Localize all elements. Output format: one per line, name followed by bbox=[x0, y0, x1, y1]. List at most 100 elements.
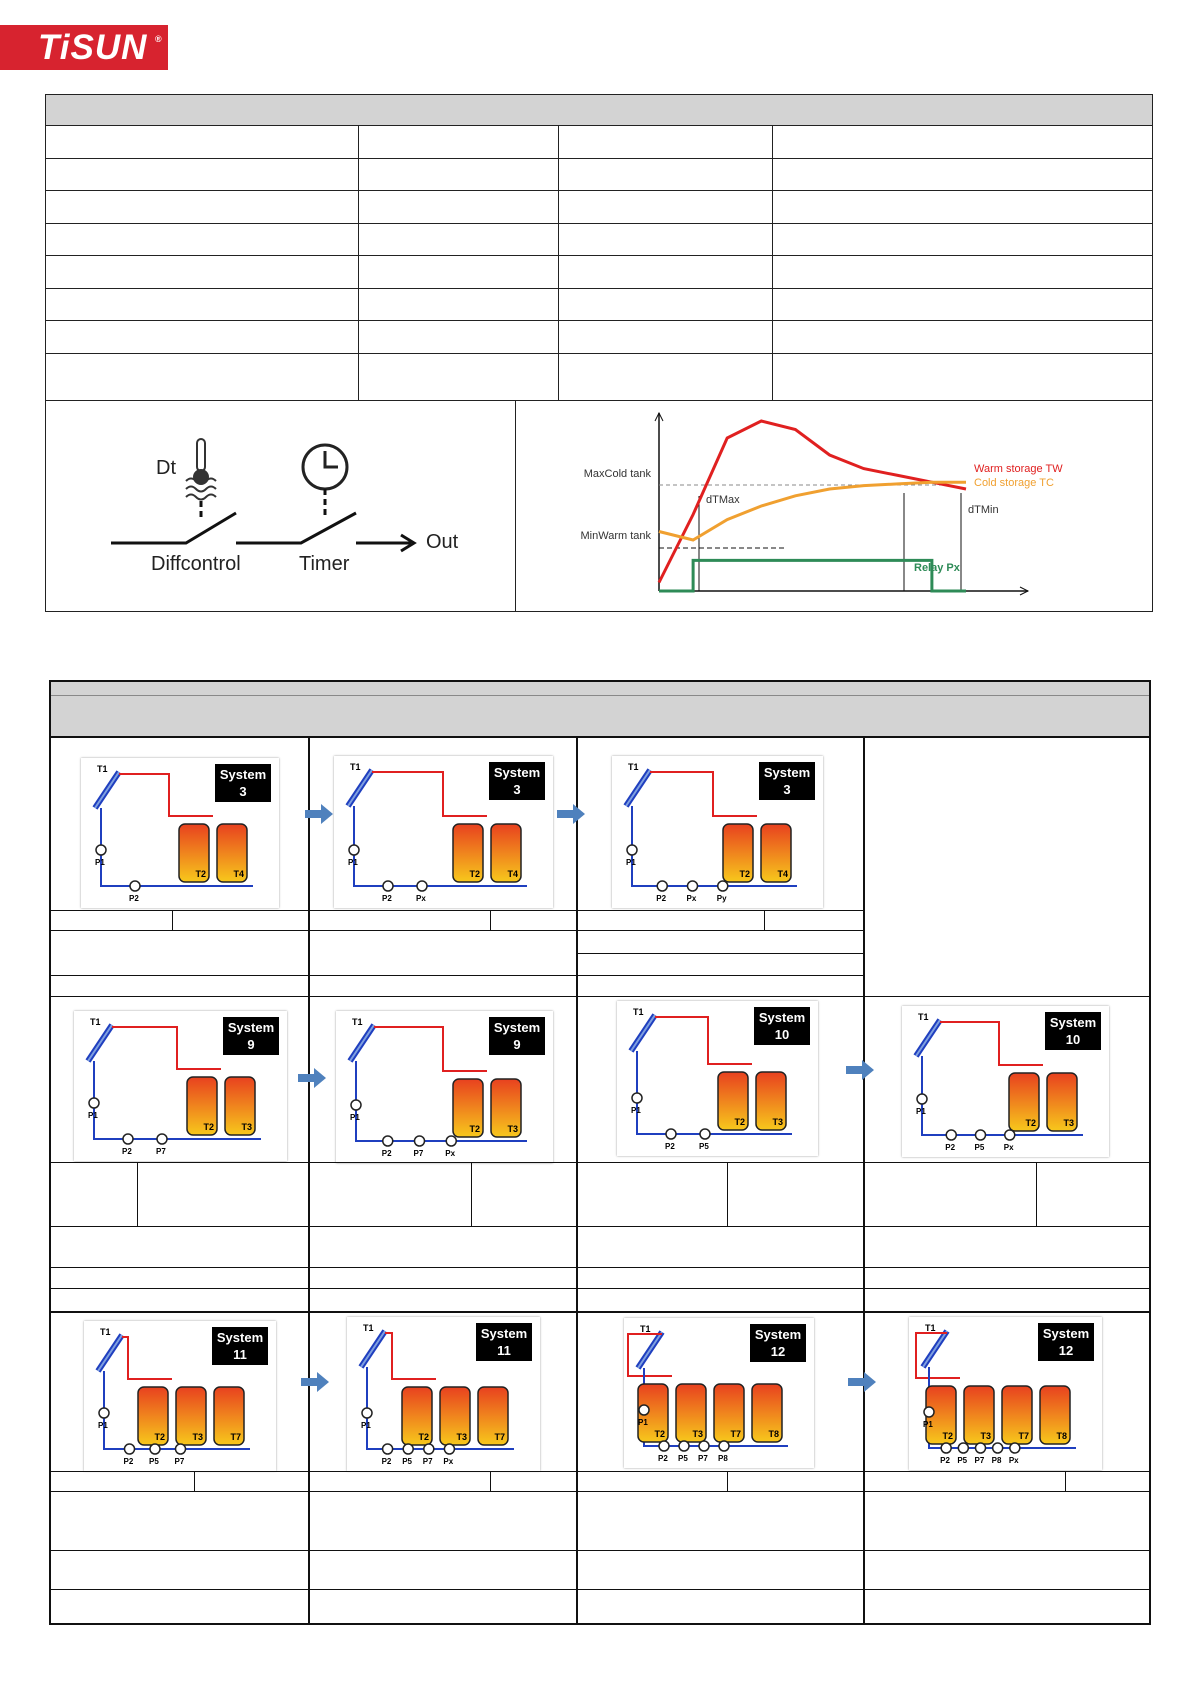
system-variants-table: System 3 T1 T2 T4 P1 P2 System 3 T1 T2 T4 P1 P2 Px Sy… bbox=[49, 680, 1151, 1625]
pump-label: P2 bbox=[122, 1147, 132, 1156]
pump-icon bbox=[348, 844, 360, 856]
dtmin-label: dTMin bbox=[968, 504, 999, 516]
pump-label: P2 bbox=[940, 1456, 950, 1465]
function-block-diagram: Dt Diffcontrol Timer Out bbox=[46, 401, 516, 611]
sensor-label: T2 bbox=[734, 1117, 745, 1127]
pump-icon bbox=[686, 880, 699, 892]
pump-icon bbox=[443, 1443, 456, 1455]
pump-label: P5 bbox=[975, 1143, 985, 1152]
pump-label: P1 bbox=[638, 1418, 648, 1427]
pump-label: P1 bbox=[348, 858, 358, 867]
system-badge bbox=[759, 762, 815, 800]
system-cell: System 11 T1 T2 T3 T7 P1 P2 P5 P7 Px bbox=[310, 1313, 578, 1623]
hot-pipe bbox=[385, 1332, 436, 1380]
pump-label: Px bbox=[445, 1149, 455, 1158]
pump-label: P7 bbox=[414, 1149, 424, 1158]
cold-pipe bbox=[636, 1051, 792, 1135]
pump-icon bbox=[1004, 1129, 1016, 1141]
system-number: 9 bbox=[247, 1037, 254, 1052]
pump-icon bbox=[149, 1443, 161, 1455]
system-diagram: System 9 T1 T2 T3 P1 P2 P7 Px bbox=[336, 1011, 553, 1163]
pump-icon bbox=[717, 880, 729, 892]
pump-icon bbox=[98, 1407, 110, 1419]
system-cell: System 3 T1 T2 T4 P1 P2 bbox=[51, 738, 310, 996]
pump-label: P1 bbox=[631, 1106, 641, 1115]
pump-label: P2 bbox=[382, 1149, 392, 1158]
system-cell: System 9 T1 T2 T3 P1 P2 P7 bbox=[51, 997, 310, 1311]
system-label: System bbox=[1050, 1015, 1096, 1030]
pump-icon bbox=[638, 1404, 650, 1416]
storage-tank bbox=[1046, 1072, 1078, 1132]
pump-icon bbox=[122, 1133, 134, 1145]
pump-label: P2 bbox=[129, 894, 139, 903]
pump-icon bbox=[698, 1440, 710, 1452]
sensor-label: T2 bbox=[469, 869, 480, 879]
system-diagram: System 9 T1 T2 T3 P1 P2 P7 bbox=[74, 1011, 287, 1161]
sensor-label: T8 bbox=[768, 1429, 779, 1439]
system-badge bbox=[212, 1327, 268, 1365]
hot-pipe bbox=[112, 1026, 221, 1070]
system-diagram: System 10 T1 T2 T3 P1 P2 P5 bbox=[617, 1001, 818, 1156]
sensor-label: T7 bbox=[1018, 1431, 1029, 1441]
system-row-2: System 9 T1 T2 T3 P1 P2 P7 System 9 T1 T2 T3 P1 P2 P7 P… bbox=[51, 996, 1149, 1311]
cold-pipe bbox=[631, 806, 797, 887]
pump-icon bbox=[656, 880, 668, 892]
table-row bbox=[46, 256, 1152, 289]
system-cell: System 9 T1 T2 T3 P1 P2 P7 Px bbox=[310, 997, 578, 1311]
hot-pipe bbox=[372, 771, 487, 817]
pump-icon bbox=[88, 1097, 100, 1109]
system-cell: System 12 T1 T2 T3 T7 T8 P1 P2 P5 P7 P8 bbox=[578, 1313, 865, 1623]
hot-pipe bbox=[655, 1016, 752, 1065]
sensor-label: T8 bbox=[1056, 1431, 1067, 1441]
sensor-label: T7 bbox=[730, 1429, 741, 1439]
sensor-label: T3 bbox=[980, 1431, 991, 1441]
pump-label: P5 bbox=[957, 1456, 967, 1465]
pump-icon bbox=[350, 1099, 362, 1111]
sensor-label: T2 bbox=[195, 869, 206, 879]
sensor-label: T4 bbox=[507, 869, 518, 879]
pump-icon bbox=[382, 880, 394, 892]
system-cell: System 3 T1 T2 T4 P1 P2 Px bbox=[310, 738, 578, 996]
sensor-label: T1 bbox=[352, 1017, 363, 1027]
pump-icon bbox=[626, 844, 638, 856]
brand-logo: TiSUN ® bbox=[0, 25, 168, 70]
system-row-1: System 3 T1 T2 T4 P1 P2 System 3 T1 T2 T4 P1 P2 Px Sy… bbox=[51, 738, 1149, 996]
pump-label: Px bbox=[1004, 1143, 1014, 1152]
system-badge bbox=[215, 764, 271, 802]
pump-label: P1 bbox=[923, 1420, 933, 1429]
storage-tank bbox=[490, 1078, 522, 1138]
clock-icon bbox=[301, 443, 349, 491]
storage-tank bbox=[213, 1386, 245, 1446]
dtmax-label: dTMax bbox=[706, 494, 740, 506]
pump-icon bbox=[123, 1443, 136, 1455]
sensor-label: T2 bbox=[203, 1122, 214, 1132]
logo-reg: ® bbox=[155, 34, 163, 44]
storage-tank bbox=[760, 823, 792, 883]
sensor-label: T1 bbox=[925, 1323, 936, 1333]
system-badge bbox=[1038, 1323, 1094, 1361]
system-diagram: System 12 T1 T2 T3 T7 T8 P1 P2 P5 P7 P8 bbox=[624, 1318, 814, 1468]
hot-pipe bbox=[119, 773, 213, 817]
sensor-label: T3 bbox=[772, 1117, 783, 1127]
system-label: System bbox=[220, 767, 266, 782]
parameter-table-header bbox=[46, 95, 1152, 126]
pump-icon bbox=[423, 1443, 435, 1455]
storage-tank bbox=[439, 1386, 471, 1446]
sensor-label: T7 bbox=[494, 1432, 505, 1442]
pump-icon bbox=[445, 1135, 457, 1147]
system-label: System bbox=[228, 1020, 274, 1035]
pump-label: P5 bbox=[699, 1142, 709, 1151]
sensor-label: T7 bbox=[230, 1432, 241, 1442]
pump-icon bbox=[699, 1128, 711, 1140]
pump-label: P8 bbox=[718, 1454, 728, 1463]
cold-pipe bbox=[93, 1061, 261, 1140]
arrow-right-icon bbox=[848, 1372, 876, 1392]
cold-pipe bbox=[100, 808, 253, 887]
pump-label: Py bbox=[717, 894, 727, 903]
arrow-right-icon bbox=[305, 804, 333, 824]
storage-tank bbox=[175, 1386, 207, 1446]
storage-tank bbox=[401, 1386, 433, 1446]
pump-label: P1 bbox=[361, 1421, 371, 1430]
dt-label: Dt bbox=[156, 457, 176, 479]
system-number: 12 bbox=[1059, 1343, 1073, 1358]
